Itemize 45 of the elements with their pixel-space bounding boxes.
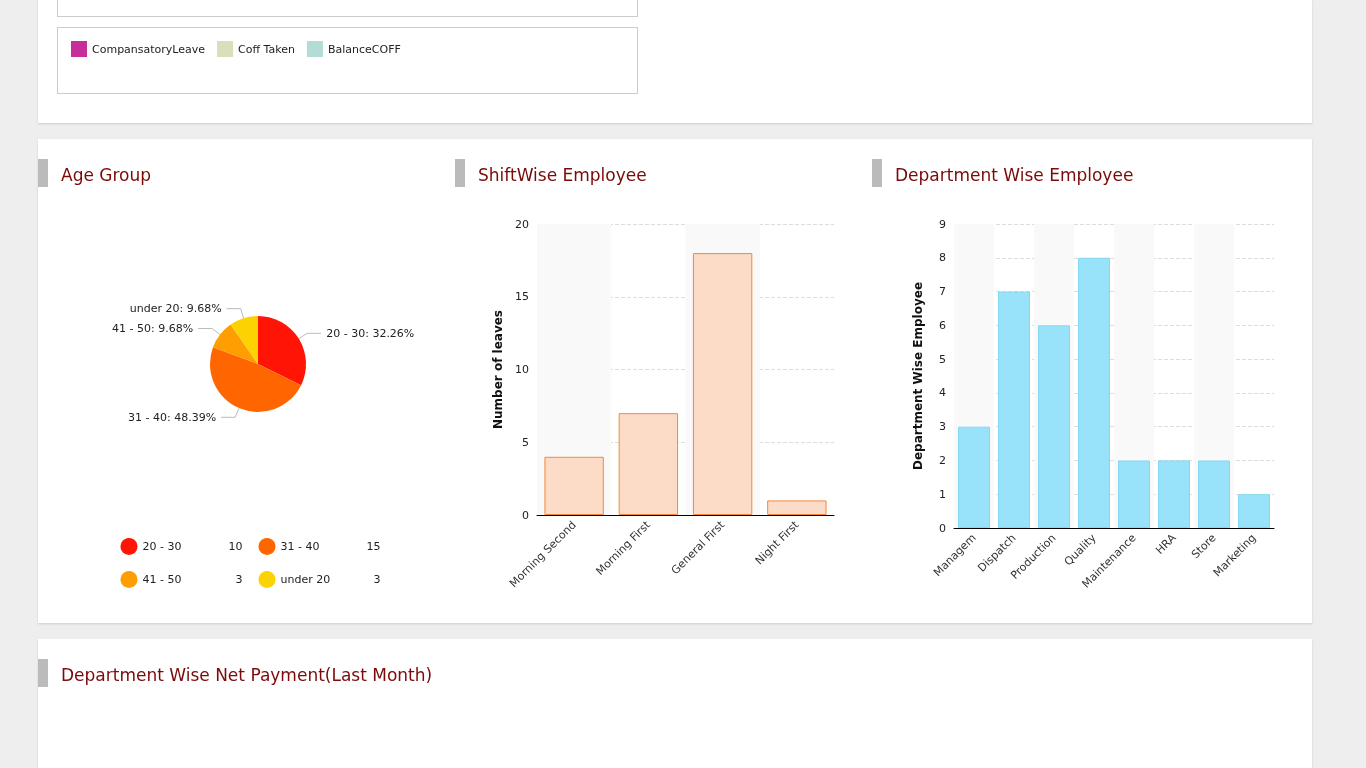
legend-label: 31 - 40 — [280, 540, 320, 553]
text: 3 — [373, 573, 381, 586]
text: Department Wise Net Payment(Last Month) — [61, 664, 433, 685]
chart-title: Age Group — [61, 164, 152, 185]
legend-label: CompansatoryLeave — [92, 42, 206, 56]
y-tick-label: 3 — [939, 420, 946, 434]
bar — [544, 456, 604, 515]
y-tick-label: 2 — [939, 453, 946, 467]
data-label: 31 - 40: 48.39% — [128, 410, 217, 424]
bar — [1158, 460, 1190, 528]
y-tick-label: 20 — [515, 217, 529, 231]
y-tick-label: 15 — [515, 290, 529, 304]
text: 10 — [228, 540, 243, 553]
y-tick-label: 5 — [939, 352, 946, 366]
legend-label: 20 - 30 — [142, 540, 182, 553]
y-axis-title: Department Wise Employee — [911, 281, 925, 471]
y-tick-label: 6 — [939, 318, 946, 332]
y-tick-label: 7 — [939, 285, 946, 299]
chart-title: Department Wise Employee — [895, 164, 1134, 185]
bar — [998, 291, 1030, 528]
bar — [618, 413, 679, 515]
bar — [1078, 257, 1110, 528]
chart-title: ShiftWise Employee — [478, 164, 647, 185]
data-label: 41 - 50: 9.68% — [112, 322, 194, 335]
y-axis-title: Number of leaves — [491, 309, 506, 430]
y-tick-label: 0 — [522, 508, 529, 522]
y-tick-label: 4 — [939, 386, 946, 400]
bar — [1238, 494, 1270, 528]
data-label: under 20: 9.68% — [129, 302, 222, 316]
text: 15 — [366, 540, 381, 553]
bar — [1198, 460, 1230, 528]
y-tick-label: 10 — [515, 363, 529, 376]
y-tick-label: 5 — [522, 435, 529, 449]
text: 3 — [235, 573, 243, 586]
legend-label: under 20 — [280, 573, 331, 586]
bar — [1118, 460, 1150, 528]
y-tick-label: 8 — [939, 251, 946, 265]
legend-label: 41 - 50 — [142, 573, 182, 586]
data-label: 20 - 30: 32.26% — [326, 326, 415, 340]
y-tick-label: 1 — [939, 487, 946, 501]
y-tick-label: 9 — [939, 217, 946, 231]
bar — [767, 500, 827, 515]
legend-label: BalanceCOFF — [327, 42, 401, 56]
y-tick-label: 0 — [939, 521, 946, 535]
legend-label: Coff Taken — [238, 42, 295, 56]
